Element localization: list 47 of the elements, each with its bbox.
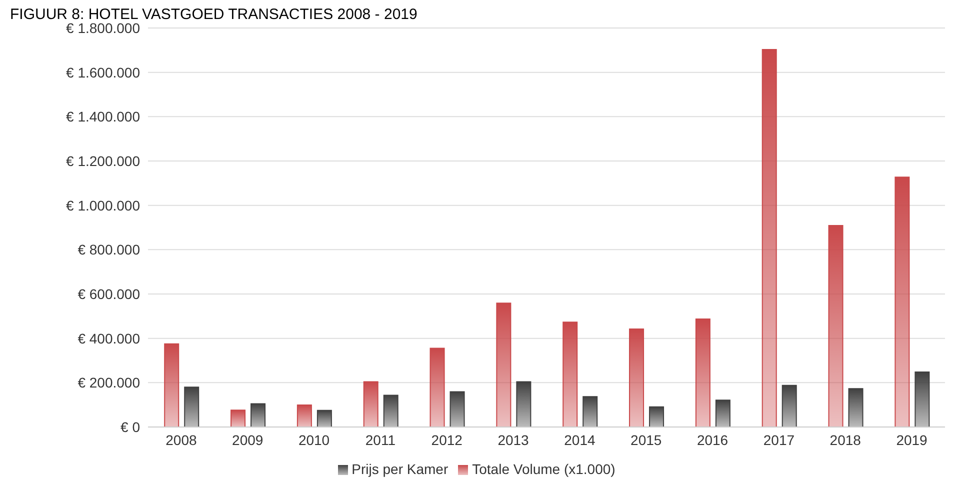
y-tick-label: € 1.600.000 <box>66 64 140 80</box>
bar <box>848 388 864 427</box>
bar <box>450 391 465 427</box>
bar <box>562 322 578 427</box>
x-tick-label: 2018 <box>830 432 862 448</box>
x-tick-label: 2016 <box>696 432 728 448</box>
bar <box>782 384 797 427</box>
y-tick-label: € 600.000 <box>78 286 140 302</box>
bar <box>715 400 730 427</box>
bar <box>250 403 266 427</box>
y-tick-label: € 400.000 <box>78 330 140 346</box>
y-tick-label: € 200.000 <box>78 374 140 391</box>
x-tick-label: 2014 <box>564 432 596 448</box>
bar <box>316 410 332 427</box>
x-tick-label: 2008 <box>166 432 197 448</box>
x-tick-label: 2015 <box>630 432 662 448</box>
y-tick-label: € 1.400.000 <box>66 108 140 125</box>
bar <box>828 225 844 427</box>
bar <box>695 318 710 427</box>
x-tick-label: 2013 <box>498 432 530 448</box>
bar <box>516 381 532 427</box>
bar <box>184 386 200 427</box>
x-tick-label: 2012 <box>431 432 463 448</box>
bar <box>496 302 512 427</box>
bar <box>629 328 644 427</box>
bar <box>164 343 180 427</box>
bar <box>296 404 312 427</box>
x-tick-label: 2009 <box>232 432 264 448</box>
bar <box>383 394 398 427</box>
y-tick-label: € 1.000.000 <box>66 197 140 214</box>
y-tick-label: € 0 <box>120 418 140 435</box>
y-tick-label: € 800.000 <box>78 242 140 258</box>
x-tick-label: 2017 <box>763 432 795 448</box>
bar <box>914 372 930 427</box>
bar <box>762 49 777 427</box>
bar <box>430 348 445 427</box>
bar <box>582 396 598 427</box>
bar <box>363 381 378 427</box>
x-tick-label: 2010 <box>298 432 330 448</box>
bar <box>230 410 246 427</box>
x-tick-label: 2011 <box>365 432 396 448</box>
bar <box>649 406 664 427</box>
y-tick-label: € 1.200.000 <box>66 152 140 169</box>
bar <box>894 176 910 427</box>
legend-label: Prijs per Kamer <box>352 461 448 477</box>
legend-label: Totale Volume (x1.000) <box>472 461 616 477</box>
x-tick-label: 2019 <box>896 432 928 448</box>
